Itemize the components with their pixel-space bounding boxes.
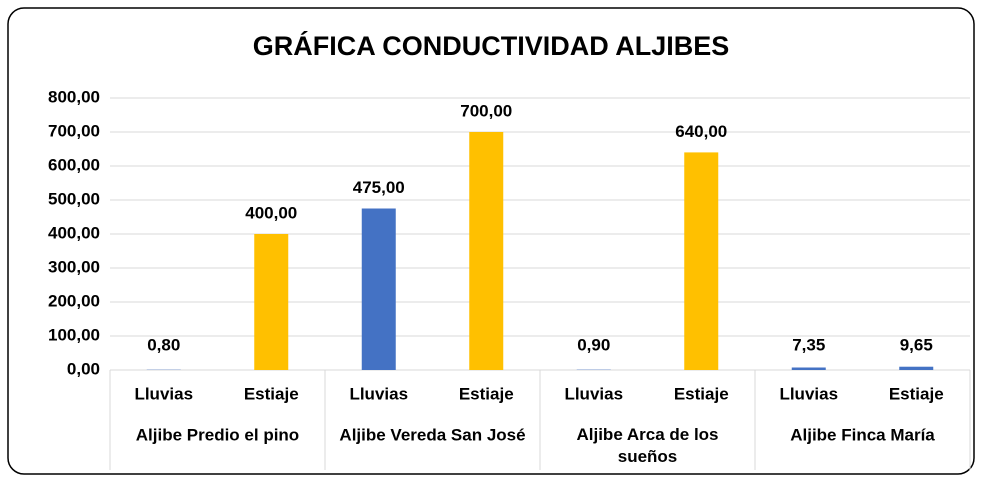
bar — [899, 366, 934, 370]
y-tick-label: 500,00 — [48, 189, 100, 208]
y-tick-label: 600,00 — [48, 155, 100, 174]
data-label: 0,80 — [147, 335, 180, 354]
x-tick-label: Lluvias — [134, 384, 193, 403]
x-tick-label: Estiaje — [459, 384, 514, 403]
data-label: 640,00 — [675, 122, 727, 141]
y-tick-label: 0,00 — [67, 359, 100, 378]
x-tick-label: Estiaje — [889, 384, 944, 403]
data-label: 700,00 — [460, 101, 512, 120]
data-label: 400,00 — [245, 203, 297, 222]
y-tick-label: 300,00 — [48, 257, 100, 276]
data-label: 7,35 — [792, 335, 825, 354]
group-label: Aljibe Predio el pino — [136, 425, 299, 444]
group-label: Aljibe Arca de los sueños — [576, 425, 718, 466]
data-label: 0,90 — [577, 335, 610, 354]
chart-title: GRÁFICA CONDUCTIVIDAD ALJIBES — [253, 30, 730, 61]
y-tick-label: 700,00 — [48, 121, 100, 140]
x-tick-label: Lluvias — [564, 384, 623, 403]
group-label: Aljibe Vereda San José — [339, 425, 525, 444]
x-tick-label: Estiaje — [674, 384, 729, 403]
bar — [791, 367, 826, 370]
x-tick-label: Lluvias — [349, 384, 408, 403]
group-label: Aljibe Finca María — [790, 425, 935, 444]
x-tick-label: Lluvias — [779, 384, 838, 403]
y-tick-label: 800,00 — [48, 87, 100, 106]
x-tick-label: Estiaje — [244, 384, 299, 403]
data-label: 9,65 — [900, 335, 933, 354]
y-tick-label: 400,00 — [48, 223, 100, 242]
y-tick-label: 100,00 — [48, 325, 100, 344]
bar — [361, 208, 396, 370]
bar — [684, 152, 719, 370]
bar — [254, 234, 289, 370]
bar — [469, 132, 504, 370]
y-tick-label: 200,00 — [48, 291, 100, 310]
data-label: 475,00 — [353, 178, 405, 197]
